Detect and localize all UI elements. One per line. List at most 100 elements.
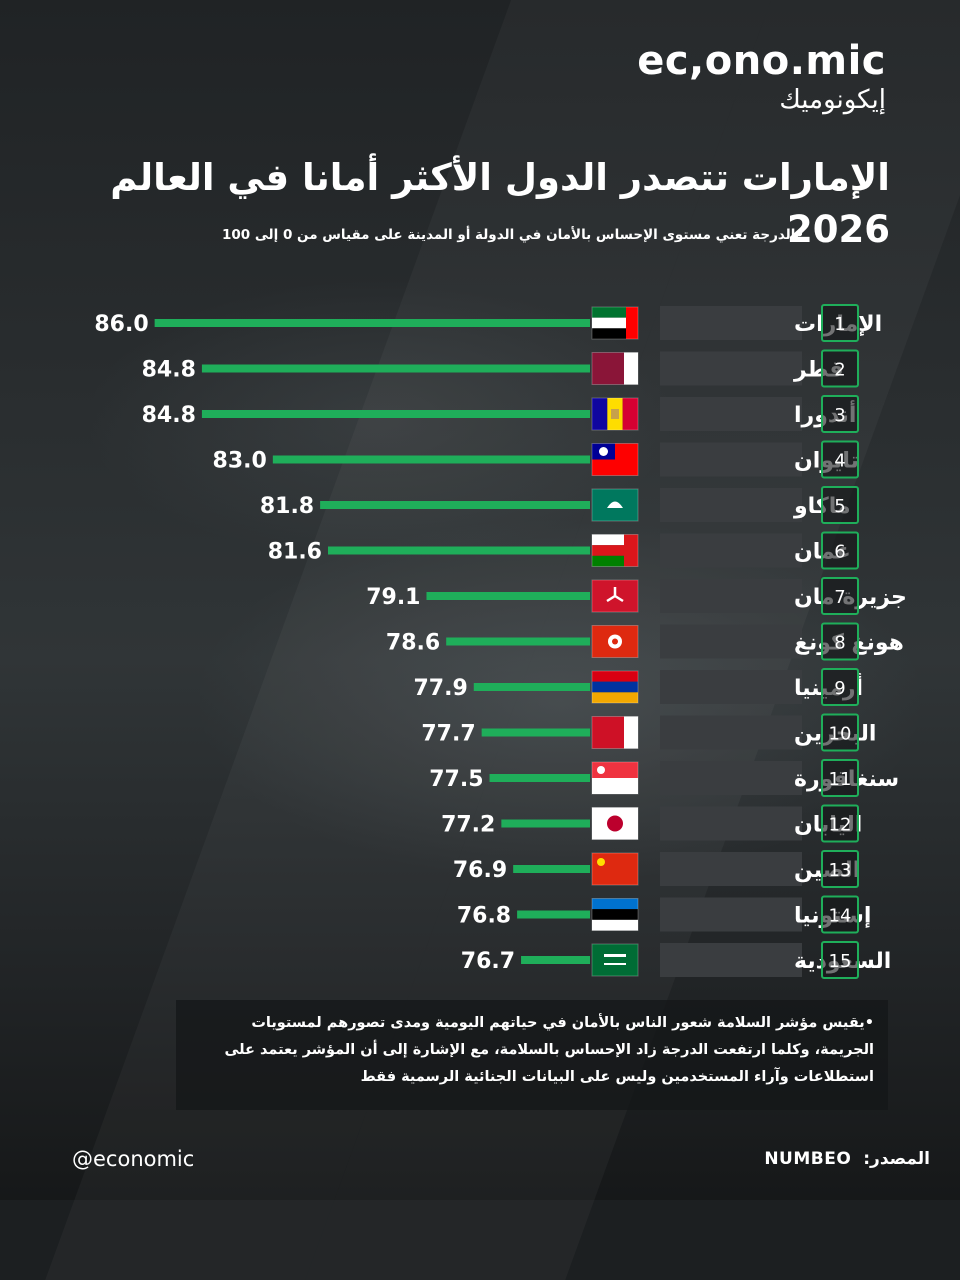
rank-label: 13: [829, 860, 852, 881]
rank-label: 3: [834, 405, 845, 426]
country-label-box: [660, 852, 802, 886]
rank-label: 11: [829, 769, 852, 790]
brand-logo: ec,ono.mic إيكونوميك: [637, 38, 886, 116]
rank-box: [821, 349, 859, 388]
bar: [320, 501, 590, 509]
bar: [481, 728, 590, 737]
oman-flag-icon: [591, 534, 639, 567]
bar: [201, 364, 590, 373]
china-flag-icon: [591, 852, 639, 886]
country-label-box: [660, 579, 802, 613]
estonia-flag-icon: [591, 898, 639, 931]
footnote: •يقيس مؤشر السلامة شعور الناس بالأمان في…: [176, 1000, 888, 1110]
hong-kong-flag-icon: [591, 625, 639, 658]
value-label: 77.9: [413, 676, 467, 701]
bar: [327, 546, 590, 555]
bar: [517, 910, 590, 919]
source-credit: المصدر: NUMBEO: [764, 1144, 930, 1174]
chart-row: 77.9أرمينيا9: [413, 668, 863, 706]
uae-flag-icon: [591, 306, 639, 340]
rank-box: [821, 668, 859, 706]
chart-row: 81.8ماكاو5: [260, 486, 859, 524]
chart-row: 77.2اليابان12: [441, 804, 862, 843]
value-label: 77.7: [421, 722, 475, 747]
chart-row: 77.5سنغافورة11: [429, 759, 899, 797]
bar: [473, 683, 590, 691]
value-label: 81.6: [268, 540, 322, 565]
value-label: 83.0: [213, 449, 267, 474]
bar: [201, 410, 590, 418]
bar: [154, 319, 590, 327]
rank-label: 1: [834, 314, 845, 335]
chart-subtitle: •الدرجة تعني مستوى الإحساس بالأمان في ال…: [221, 227, 804, 243]
value-label: 78.6: [386, 631, 440, 656]
bar: [426, 592, 590, 600]
value-label: 81.8: [260, 494, 314, 519]
rank-label: 4: [834, 451, 845, 472]
source-label: المصدر:: [863, 1149, 930, 1169]
japan-flag-icon: [591, 807, 639, 840]
chart-row: 81.6عمان6: [268, 531, 859, 570]
qatar-flag-icon: [591, 352, 639, 385]
value-label: 77.5: [429, 767, 483, 792]
value-label: 76.8: [457, 904, 511, 929]
bar: [272, 455, 590, 464]
chart-title: الإمارات تتصدر الدول الأكثر أمانا في الع…: [110, 156, 890, 251]
country-label-box: [660, 897, 802, 932]
andorra-flag-icon: [591, 397, 639, 431]
rank-box: [821, 304, 859, 342]
rank-label: 2: [834, 360, 845, 381]
rank-label: 8: [834, 633, 845, 654]
isle-of-man-flag-icon: [591, 579, 639, 613]
chart-row: 76.8إستونيا14: [457, 895, 871, 934]
country-label-box: [660, 306, 802, 340]
country-label-box: [660, 670, 802, 704]
saudi-arabia-flag-icon: [591, 943, 639, 977]
brand-latin: ec,ono.mic: [637, 38, 886, 84]
rank-box: [821, 486, 859, 524]
country-label-box: [660, 533, 802, 568]
rank-box: [821, 395, 859, 433]
chart-row: 86.0الإمارات1: [94, 304, 882, 342]
rank-box: [821, 850, 859, 888]
rank-label: 5: [834, 496, 845, 517]
rank-label: 14: [829, 906, 852, 927]
bar: [489, 774, 590, 782]
taiwan-flag-icon: [591, 443, 639, 476]
brand-arabic: إيكونوميك: [779, 85, 886, 115]
country-label-box: [660, 351, 802, 386]
chart-row: 76.9الصين13: [453, 850, 860, 888]
value-label: 84.8: [142, 403, 196, 428]
rank-box: [821, 531, 859, 570]
country-label-box: [660, 806, 802, 841]
value-label: 77.2: [441, 813, 495, 838]
country-label-box: [660, 943, 802, 977]
rank-box: [821, 759, 859, 797]
bar: [446, 637, 590, 646]
country-label-box: [660, 761, 802, 795]
rank-label: 10: [829, 724, 852, 745]
rank-label: 15: [829, 951, 852, 972]
rank-label: 9: [834, 678, 845, 699]
rank-box: [821, 941, 859, 979]
country-label-box: [660, 624, 802, 659]
country-label-box: [660, 488, 802, 522]
armenia-flag-icon: [591, 670, 639, 704]
rank-box: [821, 804, 859, 843]
bar: [501, 819, 590, 828]
chart-row: 83.0تايوان4: [213, 440, 859, 479]
bahrain-flag-icon: [591, 716, 639, 749]
country-label-box: [660, 715, 802, 750]
value-label: 76.9: [453, 858, 507, 883]
rank-label: 7: [834, 587, 845, 608]
chart-row: 77.7البحرين10: [421, 713, 876, 752]
rank-label: 12: [829, 815, 852, 836]
bar: [521, 956, 590, 964]
macau-flag-icon: [591, 488, 639, 522]
rank-box: [821, 713, 859, 752]
country-label-box: [660, 397, 802, 431]
rank-label: 6: [834, 542, 845, 563]
